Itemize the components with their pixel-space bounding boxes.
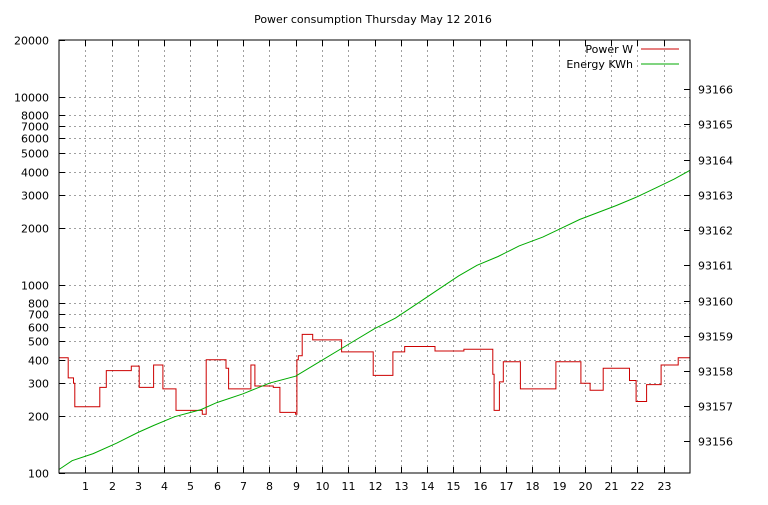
legend: Power W Energy KWh xyxy=(566,43,679,71)
y-tick-label: 300 xyxy=(28,378,49,391)
x-tick-label: 3 xyxy=(135,480,142,493)
x-tick-label: 9 xyxy=(293,480,300,493)
x-tick-label: 19 xyxy=(553,480,567,493)
tick-layer: 1 2 3 4 5 6 7 8 9 10 11 12 13 14 15 16 17 18 19 20 21 22 23100… xyxy=(14,35,733,494)
y-tick-label: 3000 xyxy=(21,190,49,203)
x-tick-label: 8 xyxy=(266,480,273,493)
y2-tick-label: 93160 xyxy=(698,296,733,309)
y-tick-label: 7000 xyxy=(21,121,49,134)
y2-tick-label: 93164 xyxy=(698,155,733,168)
x-tick-label: 2 xyxy=(109,480,116,493)
x-tick-label: 5 xyxy=(187,480,194,493)
y-tick-label: 100 xyxy=(28,468,49,481)
series-line-energy-kwh xyxy=(58,169,691,470)
y2-tick-label: 93156 xyxy=(698,436,733,449)
y-tick-label: 800 xyxy=(28,298,49,311)
x-tick-label: 11 xyxy=(342,480,356,493)
x-tick-label: 21 xyxy=(605,480,619,493)
y2-tick-label: 93165 xyxy=(698,119,733,132)
x-tick-label: 1 xyxy=(82,480,89,493)
y-tick-label: 1000 xyxy=(21,280,49,293)
y-tick-label: 2000 xyxy=(21,223,49,236)
y2-tick-label: 93158 xyxy=(698,366,733,379)
x-tick-label: 6 xyxy=(214,480,221,493)
x-tick-label: 22 xyxy=(631,480,645,493)
y2-tick-label: 93166 xyxy=(698,84,733,97)
y2-tick-label: 93161 xyxy=(698,260,733,273)
legend-label-power-w: Power W xyxy=(585,43,633,56)
y-tick-label: 6000 xyxy=(21,133,49,146)
y-tick-label: 4000 xyxy=(21,167,49,180)
x-tick-label: 4 xyxy=(161,480,168,493)
x-tick-label: 17 xyxy=(500,480,514,493)
chart-title: Power consumption Thursday May 12 2016 xyxy=(254,13,492,26)
x-tick-label: 16 xyxy=(474,480,488,493)
y-tick-label: 20000 xyxy=(14,35,49,48)
x-tick-label: 7 xyxy=(240,480,247,493)
y-tick-label: 700 xyxy=(28,309,49,322)
x-tick-label: 13 xyxy=(395,480,409,493)
legend-label-energy-kwh: Energy KWh xyxy=(566,58,633,71)
x-tick-label: 23 xyxy=(658,480,672,493)
y-tick-label: 400 xyxy=(28,355,49,368)
x-tick-label: 12 xyxy=(369,480,383,493)
y2-tick-label: 93157 xyxy=(698,401,733,414)
x-tick-label: 14 xyxy=(421,480,435,493)
series-layer xyxy=(58,169,691,470)
y-tick-label: 500 xyxy=(28,336,49,349)
y-tick-label: 8000 xyxy=(21,110,49,123)
x-tick-label: 18 xyxy=(526,480,540,493)
y2-tick-label: 93162 xyxy=(698,225,733,238)
series-line-power-w xyxy=(59,333,691,415)
y2-tick-label: 93159 xyxy=(698,331,733,344)
grid-layer xyxy=(59,40,690,473)
y-tick-label: 200 xyxy=(28,411,49,424)
x-tick-label: 20 xyxy=(579,480,593,493)
y-tick-label: 5000 xyxy=(21,148,49,161)
plot-frame xyxy=(58,39,691,474)
x-tick-label: 10 xyxy=(316,480,330,493)
y-tick-label: 600 xyxy=(28,322,49,335)
y-tick-label: 10000 xyxy=(14,92,49,105)
x-tick-label: 15 xyxy=(447,480,461,493)
y2-tick-label: 93163 xyxy=(698,190,733,203)
